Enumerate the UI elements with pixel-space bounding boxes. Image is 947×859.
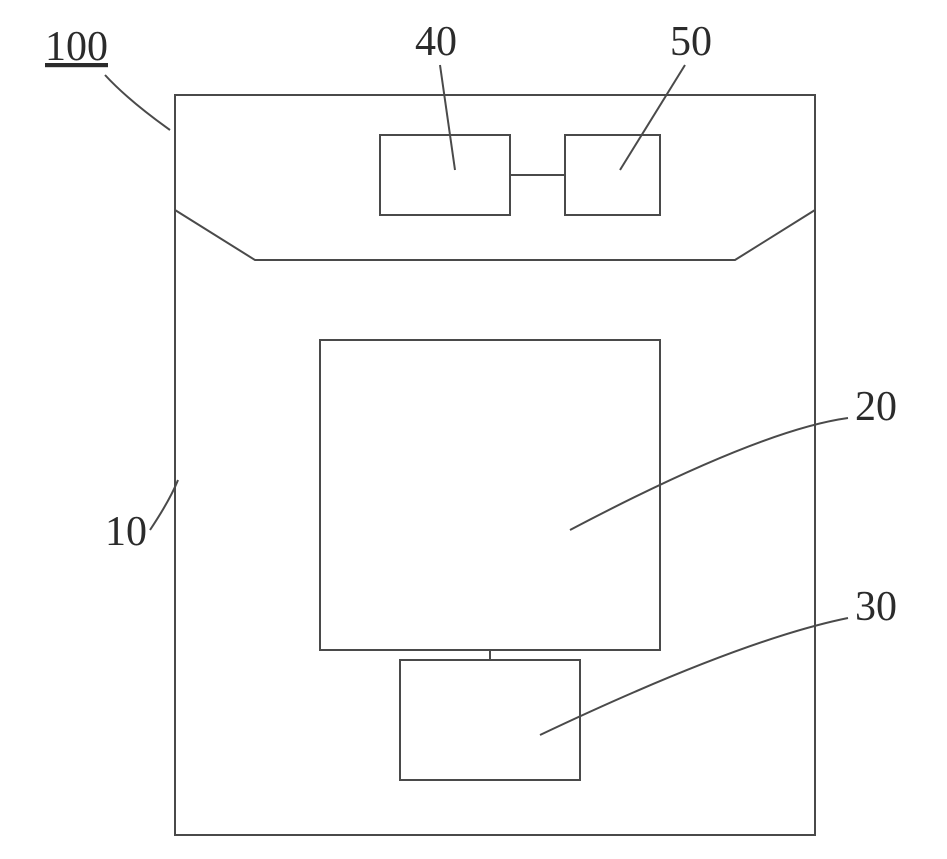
leader-sub_block xyxy=(540,618,848,735)
top-left-box xyxy=(380,135,510,215)
leader-top_left xyxy=(440,65,455,170)
label-top_right: 50 xyxy=(670,19,712,65)
label-sub_block: 30 xyxy=(855,584,897,630)
label-top_left: 40 xyxy=(415,19,457,65)
sub-block-rect xyxy=(400,660,580,780)
inner-chamfer-line xyxy=(175,210,815,260)
leader-housing xyxy=(150,480,178,530)
leader-top_right xyxy=(620,65,685,170)
top-right-box xyxy=(565,135,660,215)
label-housing: 10 xyxy=(105,509,147,555)
label-assembly: 100 xyxy=(45,24,108,70)
leader-assembly xyxy=(105,75,170,130)
main-block-rect xyxy=(320,340,660,650)
label-main_block: 20 xyxy=(855,384,897,430)
outer-housing-rect xyxy=(175,95,815,835)
leader-main_block xyxy=(570,418,848,530)
